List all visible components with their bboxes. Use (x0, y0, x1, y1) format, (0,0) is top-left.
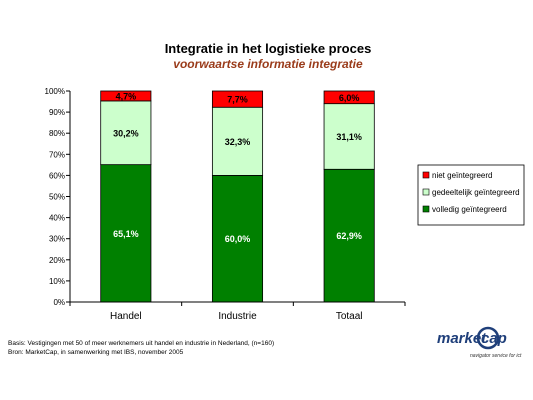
y-tick-label: 80% (49, 129, 65, 138)
bars: 65,1% 30,2% 4,7% 60,0% 32,3% 7,7% 62,9% 31,1% 6,… (100, 90, 375, 303)
data-label: 32,3% (225, 137, 251, 147)
chart-title: Integratie in het logistieke proces (165, 41, 372, 56)
y-tick-label: 70% (49, 150, 65, 159)
legend-label: niet geïntegreerd (432, 171, 493, 180)
legend-box (417, 164, 525, 226)
legend-label: gedeeltelijk geïntegreerd (432, 188, 520, 197)
y-tick-label: 60% (49, 171, 65, 180)
logo-word-market: market (437, 330, 487, 347)
data-label: 65,1% (113, 229, 139, 239)
footnote-basis: Basis: Vestigingen met 50 of meer werkne… (8, 340, 274, 347)
x-category-label: Handel (110, 311, 142, 322)
legend: niet geïntegreerd gedeeltelijk geïntegree… (417, 164, 525, 226)
bar-segment (100, 164, 152, 303)
y-tick-label: 40% (49, 214, 65, 223)
bar-segment (100, 90, 152, 102)
y-tick-label: 90% (49, 108, 65, 117)
data-label: 7,7% (227, 95, 248, 105)
x-axis: Handel Industrie Totaal (69, 301, 406, 322)
marketcap-logo: market cap navigator service for ict (437, 326, 522, 359)
data-label: 60,0% (225, 234, 251, 244)
bar-segment (211, 90, 264, 108)
legend-swatch (422, 171, 430, 179)
x-category-label: Totaal (336, 311, 363, 322)
y-tick-label: 30% (49, 235, 65, 244)
y-tick-label: 0% (53, 298, 65, 307)
data-label: 62,9% (336, 231, 362, 241)
footnote-source: Bron: MarketCap, in samenwerking met IBS… (8, 349, 184, 356)
x-category-label: Industrie (218, 311, 257, 322)
y-axis: 0% 10% 20% 30% 40% 50% 60% 70% 80% 90% 100% (45, 87, 71, 307)
bar-segment (323, 103, 375, 170)
legend-swatch (422, 205, 430, 213)
data-label: 4,7% (116, 91, 137, 101)
data-label: 30,2% (113, 128, 139, 138)
data-label: 31,1% (336, 132, 362, 142)
data-label: 6,0% (339, 93, 360, 103)
logo-ring-icon (476, 326, 500, 350)
legend-label: volledig geïntegreerd (432, 205, 507, 214)
y-tick-label: 10% (49, 277, 65, 286)
logo-tagline: navigator service for ict (470, 353, 522, 359)
bar-segment (323, 90, 375, 105)
y-tick-label: 50% (49, 193, 65, 202)
y-tick-label: 20% (49, 256, 65, 265)
legend-swatch (422, 188, 430, 196)
y-tick-label: 100% (45, 87, 65, 96)
logo-word-cap: cap (481, 330, 507, 347)
chart-subtitle: voorwaartse informatie integratie (173, 57, 363, 71)
